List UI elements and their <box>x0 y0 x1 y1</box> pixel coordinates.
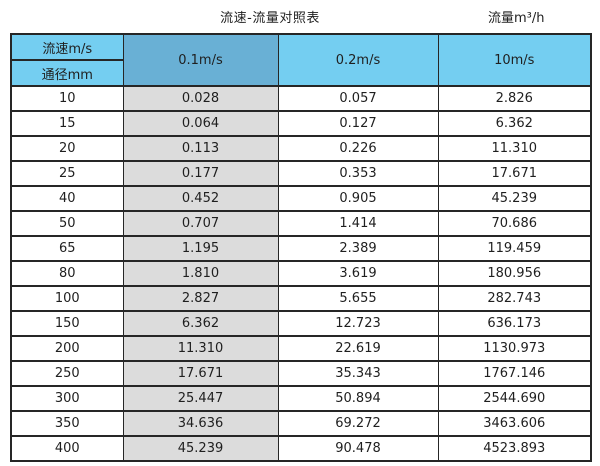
table-row: 100 2.827 5.655 282.743 <box>10 285 592 312</box>
top-labels: 流速-流量对照表 流量m³/h <box>0 0 600 33</box>
diameter-cell: 25 <box>10 160 124 187</box>
value-cell-0-2ms: 22.619 <box>277 335 439 362</box>
value-cell-0-2ms: 0.057 <box>277 85 439 112</box>
value-cell-0-1ms: 17.671 <box>122 360 279 387</box>
value-cell-0-1ms: 11.310 <box>122 335 279 362</box>
value-cell-0-1ms: 45.239 <box>122 435 279 462</box>
table-row: 20 0.113 0.226 11.310 <box>10 135 592 162</box>
diameter-cell: 65 <box>10 235 124 262</box>
corner-velocity-label: 流速m/s <box>10 33 124 61</box>
diameter-cell: 10 <box>10 85 124 112</box>
value-cell-10ms: 119.459 <box>437 235 592 262</box>
value-cell-10ms: 45.239 <box>437 185 592 212</box>
table-row: 250 17.671 35.343 1767.146 <box>10 360 592 387</box>
value-cell-0-2ms: 0.353 <box>277 160 439 187</box>
value-cell-0-2ms: 1.414 <box>277 210 439 237</box>
diameter-cell: 100 <box>10 285 124 312</box>
table-row: 200 11.310 22.619 1130.973 <box>10 335 592 362</box>
value-cell-0-1ms: 0.452 <box>122 185 279 212</box>
diameter-cell: 250 <box>10 360 124 387</box>
table-row: 65 1.195 2.389 119.459 <box>10 235 592 262</box>
value-cell-0-1ms: 0.707 <box>122 210 279 237</box>
header-row-bottom: 通径mm <box>10 59 591 87</box>
value-cell-0-2ms: 0.127 <box>277 110 439 137</box>
diameter-cell: 50 <box>10 210 124 237</box>
value-cell-0-1ms: 6.362 <box>122 310 279 337</box>
value-cell-10ms: 17.671 <box>437 160 592 187</box>
value-cell-10ms: 282.743 <box>437 285 592 312</box>
table-row: 300 25.447 50.894 2544.690 <box>10 385 592 412</box>
flow-rate-table: 流速m/s 0.1m/s 0.2m/s 10m/s 通径mm 10 0.028 … <box>10 33 592 462</box>
value-cell-0-1ms: 1.195 <box>122 235 279 262</box>
table-body: 10 0.028 0.057 2.826 15 0.064 0.127 6.36… <box>10 85 592 462</box>
value-cell-10ms: 4523.893 <box>437 435 592 462</box>
value-cell-0-1ms: 0.177 <box>122 160 279 187</box>
table-row: 25 0.177 0.353 17.671 <box>10 160 592 187</box>
column-header-0-1ms: 0.1m/s <box>122 33 279 87</box>
diameter-cell: 20 <box>10 135 124 162</box>
value-cell-10ms: 70.686 <box>437 210 592 237</box>
diameter-cell: 40 <box>10 185 124 212</box>
diameter-cell: 400 <box>10 435 124 462</box>
table-row: 15 0.064 0.127 6.362 <box>10 110 592 137</box>
page-title: 流速-流量对照表 <box>220 11 320 26</box>
value-cell-10ms: 6.362 <box>437 110 592 137</box>
value-cell-0-1ms: 1.810 <box>122 260 279 287</box>
table-row: 10 0.028 0.057 2.826 <box>10 85 592 112</box>
value-cell-0-2ms: 0.905 <box>277 185 439 212</box>
value-cell-10ms: 1767.146 <box>437 360 592 387</box>
header-row-top: 流速m/s 0.1m/s 0.2m/s 10m/s <box>10 33 592 87</box>
value-cell-0-2ms: 3.619 <box>277 260 439 287</box>
flow-unit-label: 流量m³/h <box>488 11 545 26</box>
value-cell-0-2ms: 69.272 <box>277 410 439 437</box>
value-cell-10ms: 636.173 <box>437 310 592 337</box>
value-cell-0-1ms: 2.827 <box>122 285 279 312</box>
value-cell-10ms: 1130.973 <box>437 335 592 362</box>
value-cell-10ms: 11.310 <box>437 135 592 162</box>
value-cell-10ms: 2544.690 <box>437 385 592 412</box>
value-cell-10ms: 180.956 <box>437 260 592 287</box>
value-cell-0-2ms: 90.478 <box>277 435 439 462</box>
value-cell-0-1ms: 34.636 <box>122 410 279 437</box>
diameter-cell: 300 <box>10 385 124 412</box>
value-cell-0-1ms: 0.064 <box>122 110 279 137</box>
table-row: 150 6.362 12.723 636.173 <box>10 310 592 337</box>
table-row: 350 34.636 69.272 3463.606 <box>10 410 592 437</box>
column-header-10ms: 10m/s <box>437 33 592 87</box>
value-cell-0-2ms: 35.343 <box>277 360 439 387</box>
value-cell-0-1ms: 0.113 <box>122 135 279 162</box>
table-header: 流速m/s 0.1m/s 0.2m/s 10m/s 通径mm <box>10 33 592 87</box>
table-row: 80 1.810 3.619 180.956 <box>10 260 592 287</box>
table-row: 400 45.239 90.478 4523.893 <box>10 435 592 462</box>
diameter-cell: 200 <box>10 335 124 362</box>
value-cell-10ms: 2.826 <box>437 85 592 112</box>
column-header-0-2ms: 0.2m/s <box>277 33 439 87</box>
value-cell-0-1ms: 0.028 <box>122 85 279 112</box>
value-cell-0-2ms: 12.723 <box>277 310 439 337</box>
diameter-cell: 150 <box>10 310 124 337</box>
table-row: 50 0.707 1.414 70.686 <box>10 210 592 237</box>
value-cell-10ms: 3463.606 <box>437 410 592 437</box>
diameter-cell: 15 <box>10 110 124 137</box>
corner-diameter-label: 通径mm <box>10 59 124 87</box>
diameter-cell: 80 <box>10 260 124 287</box>
value-cell-0-1ms: 25.447 <box>122 385 279 412</box>
table-row: 40 0.452 0.905 45.239 <box>10 185 592 212</box>
value-cell-0-2ms: 2.389 <box>277 235 439 262</box>
diameter-cell: 350 <box>10 410 124 437</box>
value-cell-0-2ms: 50.894 <box>277 385 439 412</box>
value-cell-0-2ms: 5.655 <box>277 285 439 312</box>
value-cell-0-2ms: 0.226 <box>277 135 439 162</box>
